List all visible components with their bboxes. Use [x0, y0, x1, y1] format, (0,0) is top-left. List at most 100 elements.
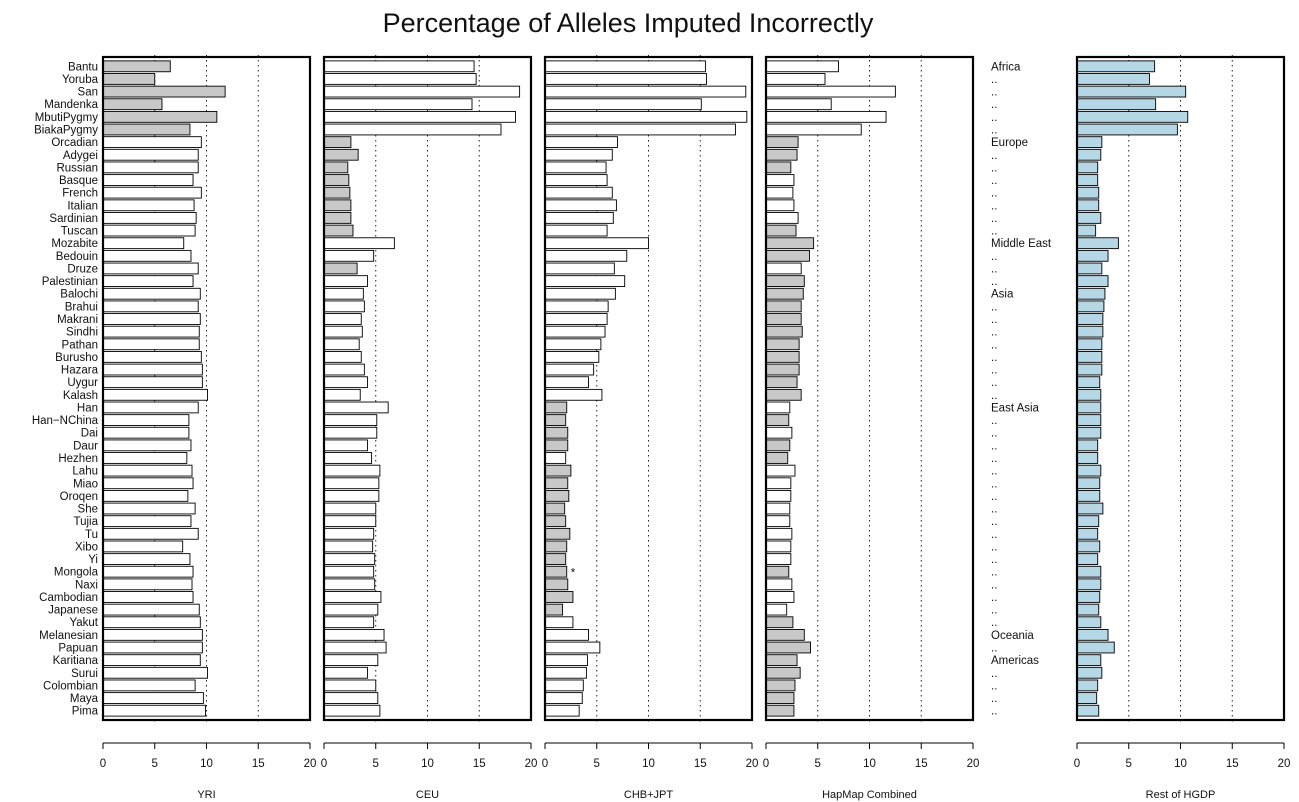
- chart-title: Percentage of Alleles Imputed Incorrectl…: [383, 8, 874, 38]
- category-label: Uygur: [67, 377, 98, 389]
- bar: [102, 414, 190, 426]
- category-label: Makrani: [57, 314, 98, 326]
- category-label: Karitiana: [53, 655, 99, 667]
- bar: [102, 148, 199, 161]
- category-label: Palestinian: [42, 276, 98, 288]
- bar: [102, 401, 199, 414]
- x-tick-label: 0: [100, 758, 106, 770]
- bar: [544, 414, 567, 426]
- bar: [102, 565, 194, 578]
- bar: [765, 439, 791, 452]
- panel-3: 0 5 10 15 20 HapMap Combined: [763, 55, 980, 801]
- category-label: Basque: [59, 175, 98, 187]
- bar: [765, 426, 793, 439]
- bar: [765, 414, 790, 426]
- x-tick-label: 10: [863, 758, 876, 770]
- region-label: ..: [991, 390, 997, 402]
- region-label: ..: [991, 263, 997, 275]
- bar: [544, 527, 571, 540]
- bar: [1076, 351, 1103, 363]
- bar: [765, 98, 832, 111]
- bar: [323, 502, 377, 515]
- category-label: Tuscan: [61, 226, 98, 238]
- category-label: Melanesian: [39, 630, 98, 642]
- bar: [102, 98, 163, 111]
- chart-panels: 0 5 10 15 20 YRI 0 5 10 15 20 CEU 0 5 10 15 20 CHB+JPT * 0 5…: [100, 55, 1290, 801]
- bar: [323, 388, 361, 401]
- x-tick-label: 0: [763, 758, 769, 770]
- bar: [323, 490, 380, 502]
- bar: [323, 237, 395, 250]
- bar: [1076, 540, 1101, 553]
- bar: [765, 515, 791, 528]
- bar: [102, 628, 203, 641]
- bar: [544, 540, 568, 553]
- bar: [765, 666, 801, 679]
- bar: [323, 666, 368, 679]
- bar: [102, 73, 156, 85]
- bar: [765, 401, 791, 414]
- bar: [1076, 666, 1103, 679]
- x-tick-label: 20: [967, 758, 980, 770]
- bar: [323, 98, 473, 111]
- region-label: ..: [991, 314, 997, 326]
- bar: [102, 692, 204, 704]
- bar: [544, 60, 706, 73]
- panel-4: 0 5 10 15 20 Rest of HGDP: [1074, 55, 1290, 801]
- bar: [544, 300, 609, 313]
- bar: [102, 351, 202, 363]
- x-tick-label: 15: [252, 758, 265, 770]
- bar: [323, 351, 362, 363]
- x-tick-label: 20: [304, 758, 317, 770]
- bar: [765, 628, 805, 641]
- category-label: Tu: [85, 529, 98, 541]
- bar: [1076, 502, 1104, 515]
- category-label: Orcadian: [51, 137, 98, 149]
- bar: [102, 426, 190, 439]
- bar: [323, 212, 352, 224]
- bar: [323, 275, 368, 287]
- category-label: Han−NChina: [32, 415, 99, 427]
- region-label: ..: [991, 251, 997, 263]
- panel-name: Rest of HGDP: [1146, 789, 1216, 801]
- panel-name: CHB+JPT: [624, 789, 673, 801]
- bar: [323, 313, 362, 325]
- bar: [765, 136, 799, 149]
- bar: [544, 426, 569, 439]
- bar: [102, 161, 199, 174]
- bar: [323, 452, 373, 464]
- region-label: ..: [991, 377, 997, 389]
- x-tick-label: 15: [473, 758, 486, 770]
- bar: [323, 161, 349, 174]
- bar: [102, 249, 192, 262]
- panel-0: 0 5 10 15 20 YRI: [100, 55, 317, 801]
- region-label: ..: [991, 478, 997, 490]
- bar: [1076, 300, 1105, 313]
- x-axis: 0 5 10 15 20: [763, 742, 980, 770]
- x-axis: 0 5 10 15 20: [542, 742, 758, 770]
- bar: [765, 300, 802, 313]
- x-tick-label: 5: [815, 758, 821, 770]
- bar: [544, 477, 569, 490]
- bar: [323, 249, 375, 262]
- region-label: ..: [991, 112, 997, 124]
- category-label: Maya: [70, 693, 99, 705]
- region-label: ..: [991, 579, 997, 591]
- bar: [102, 502, 196, 515]
- region-label: ..: [991, 541, 997, 553]
- category-label: Mozabite: [51, 238, 98, 250]
- region-label: Oceania: [991, 630, 1034, 642]
- bar: [102, 338, 200, 351]
- bar: [544, 565, 568, 578]
- bar: [102, 123, 191, 136]
- bar: [544, 376, 589, 389]
- bar: [1076, 186, 1100, 199]
- category-label: She: [78, 504, 98, 516]
- category-label: Mongola: [54, 567, 99, 579]
- bar: [1076, 679, 1099, 692]
- region-label: ..: [991, 301, 997, 313]
- bar: [1076, 98, 1157, 111]
- region-label: ..: [991, 491, 997, 503]
- bar: [1076, 237, 1119, 250]
- bar: [544, 313, 608, 325]
